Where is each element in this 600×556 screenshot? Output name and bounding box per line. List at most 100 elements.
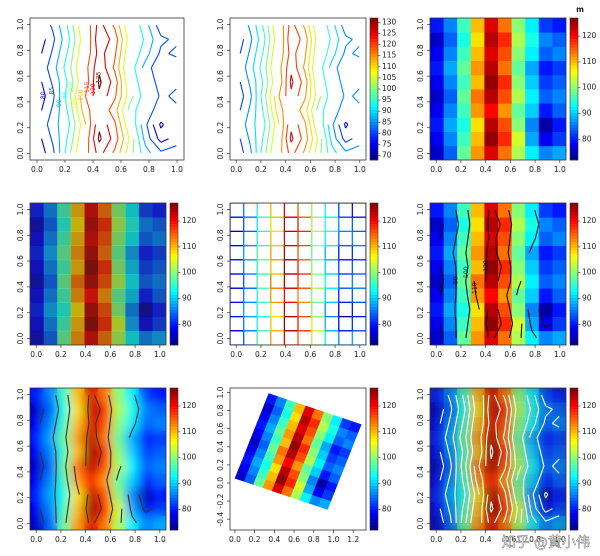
x-tick-label: 0.4 [80,350,92,359]
x-tick-label: 0.0 [430,350,442,359]
heat-cell [470,402,485,417]
mesh-cell [270,259,285,275]
colorbar-step [370,306,378,310]
colorbar-step [570,274,578,278]
x-tick-label: 0.0 [230,350,242,359]
colorbar-step [570,139,578,143]
colorbar-step [170,211,178,216]
heat-cell [443,46,458,61]
heat-cell [30,515,44,530]
colorbar-step [170,399,178,404]
colorbar-step [370,282,378,287]
heat-cell [125,444,140,460]
heat-cell [484,46,499,61]
heat-cell [30,430,44,446]
colorbar-step [570,524,578,528]
y-tick-label: 0.0 [216,332,225,344]
colorbar-step [370,130,378,134]
y-tick-label: 0.0 [216,147,225,159]
mesh-cell [338,301,353,318]
heat-cell [430,501,444,517]
contour-line [84,24,119,154]
colorbar-step [370,453,378,457]
colorbar-label: 80 [182,319,192,328]
heat-cell [457,74,472,90]
heat-cell [84,501,99,517]
heat-cell [498,416,512,431]
heat-cell [30,231,44,246]
heat-cell [511,18,526,33]
colorbar-label: 80 [582,504,592,513]
colorbar-step [370,271,378,275]
colorbar-step [370,506,378,510]
mesh-cell [283,301,299,318]
colorbar-step [370,124,378,128]
heat-cell [511,316,526,332]
heat-cell [511,274,526,289]
colorbar-step [170,435,178,439]
heat-cell [470,18,485,33]
heat-cell [98,288,112,303]
colorbar-step [170,506,178,510]
colorbar-step [570,405,578,410]
heat-cell [525,74,540,90]
heat-cell [111,444,126,460]
y-tick-label: 0.4 [216,441,225,453]
heat-cell [470,217,485,232]
colorbar-step [570,148,578,152]
colorbar-step [370,450,378,454]
colorbar-step [570,447,578,451]
mesh-cell [324,230,340,247]
heat-cell [470,245,485,261]
heat-cell [443,316,458,332]
heat-cell [511,245,526,261]
colorbar-step [170,208,178,213]
heat-cell [430,388,444,403]
heat-cell [138,388,153,403]
heat-cell [125,217,140,232]
colorbar-label: 80 [582,134,592,143]
watermark: 知乎 @黄小伟 [502,534,590,551]
mesh-cell [256,316,272,332]
heat-cell [152,501,166,517]
heat-cell [84,302,99,317]
x-tick-label: 0.2 [55,535,67,544]
heat-cell [443,89,458,104]
heat-cell [57,402,72,417]
colorbar-step [570,279,578,284]
heat-cell [30,444,44,460]
heat-cell [57,430,72,446]
x-tick-label: 0.6 [504,350,516,359]
heat-cell [484,288,499,303]
y-tick-label: -0.2 [216,494,225,509]
y-tick-label: 0.0 [416,147,425,159]
heat-cell [470,259,485,275]
colorbar-step [170,423,178,427]
heat-cell [525,18,540,33]
heat-cell [470,430,485,446]
colorbar-step [370,467,378,472]
colorbar-step [570,244,578,248]
contour-line [55,24,154,154]
mesh-cell [351,216,366,232]
colorbar-step [370,336,378,340]
heat-cell [457,515,472,530]
colorbar-step [370,461,378,466]
colorbar-step [170,429,178,433]
mesh-cell [324,203,340,218]
y-tick-label: 0.4 [216,96,225,108]
colorbar-step [370,32,378,37]
heat-cell [498,145,512,160]
heat-cell [484,103,499,118]
heat-cell [470,231,485,246]
heat-cell [470,89,485,104]
colorbar-step [570,333,578,337]
heat-cell [111,459,126,474]
colorbar-step [570,321,578,325]
heat-cell [84,259,99,275]
mesh-cell [230,316,245,332]
colorbar-step [370,402,378,407]
colorbar-step [170,262,178,266]
heat-cell [57,316,72,332]
heat-cell [430,131,444,147]
